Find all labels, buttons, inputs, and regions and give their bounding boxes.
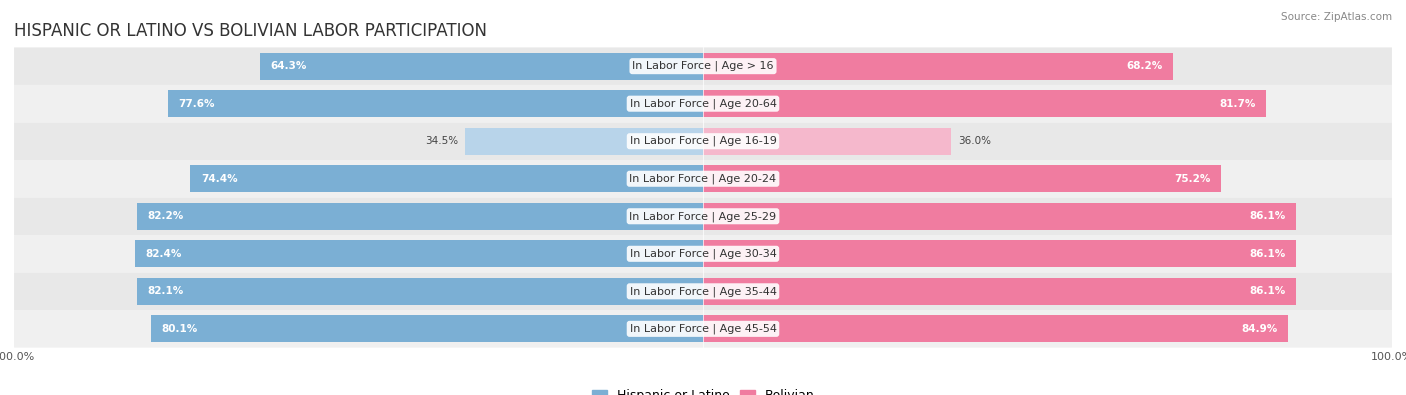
Legend: Hispanic or Latino, Bolivian: Hispanic or Latino, Bolivian bbox=[586, 384, 820, 395]
Bar bbox=[260, 53, 703, 80]
Text: Source: ZipAtlas.com: Source: ZipAtlas.com bbox=[1281, 12, 1392, 22]
FancyBboxPatch shape bbox=[14, 122, 1392, 160]
Bar bbox=[703, 240, 1296, 267]
Text: In Labor Force | Age 45-54: In Labor Force | Age 45-54 bbox=[630, 324, 776, 334]
Text: 64.3%: 64.3% bbox=[270, 61, 307, 71]
Bar bbox=[152, 315, 703, 342]
Text: 86.1%: 86.1% bbox=[1250, 286, 1286, 296]
Text: 77.6%: 77.6% bbox=[179, 99, 215, 109]
Text: 80.1%: 80.1% bbox=[162, 324, 198, 334]
Text: In Labor Force | Age 25-29: In Labor Force | Age 25-29 bbox=[630, 211, 776, 222]
Bar bbox=[136, 203, 703, 230]
FancyBboxPatch shape bbox=[14, 47, 1392, 85]
Bar bbox=[703, 165, 1220, 192]
Text: 36.0%: 36.0% bbox=[957, 136, 991, 146]
Text: 68.2%: 68.2% bbox=[1126, 61, 1163, 71]
FancyBboxPatch shape bbox=[14, 235, 1392, 273]
Text: 82.1%: 82.1% bbox=[148, 286, 184, 296]
Text: HISPANIC OR LATINO VS BOLIVIAN LABOR PARTICIPATION: HISPANIC OR LATINO VS BOLIVIAN LABOR PAR… bbox=[14, 22, 486, 40]
Text: 82.2%: 82.2% bbox=[148, 211, 183, 221]
Bar bbox=[703, 203, 1296, 230]
Text: 81.7%: 81.7% bbox=[1219, 99, 1256, 109]
Text: 74.4%: 74.4% bbox=[201, 174, 238, 184]
Bar bbox=[703, 90, 1265, 117]
Text: In Labor Force | Age > 16: In Labor Force | Age > 16 bbox=[633, 61, 773, 71]
Text: 82.4%: 82.4% bbox=[146, 249, 181, 259]
Bar bbox=[135, 240, 703, 267]
Bar bbox=[703, 315, 1288, 342]
Text: In Labor Force | Age 16-19: In Labor Force | Age 16-19 bbox=[630, 136, 776, 147]
Text: In Labor Force | Age 30-34: In Labor Force | Age 30-34 bbox=[630, 248, 776, 259]
FancyBboxPatch shape bbox=[14, 273, 1392, 310]
Bar bbox=[169, 90, 703, 117]
Bar bbox=[703, 128, 950, 155]
FancyBboxPatch shape bbox=[14, 198, 1392, 235]
Text: 86.1%: 86.1% bbox=[1250, 249, 1286, 259]
FancyBboxPatch shape bbox=[14, 85, 1392, 122]
Text: 34.5%: 34.5% bbox=[425, 136, 458, 146]
FancyBboxPatch shape bbox=[14, 310, 1392, 348]
Text: 86.1%: 86.1% bbox=[1250, 211, 1286, 221]
Bar bbox=[138, 278, 703, 305]
Bar bbox=[703, 278, 1296, 305]
Text: 84.9%: 84.9% bbox=[1241, 324, 1278, 334]
Text: 75.2%: 75.2% bbox=[1174, 174, 1211, 184]
Text: In Labor Force | Age 20-64: In Labor Force | Age 20-64 bbox=[630, 98, 776, 109]
Bar bbox=[465, 128, 703, 155]
Text: In Labor Force | Age 20-24: In Labor Force | Age 20-24 bbox=[630, 173, 776, 184]
FancyBboxPatch shape bbox=[14, 160, 1392, 198]
Bar bbox=[703, 53, 1173, 80]
Bar bbox=[190, 165, 703, 192]
Text: In Labor Force | Age 35-44: In Labor Force | Age 35-44 bbox=[630, 286, 776, 297]
